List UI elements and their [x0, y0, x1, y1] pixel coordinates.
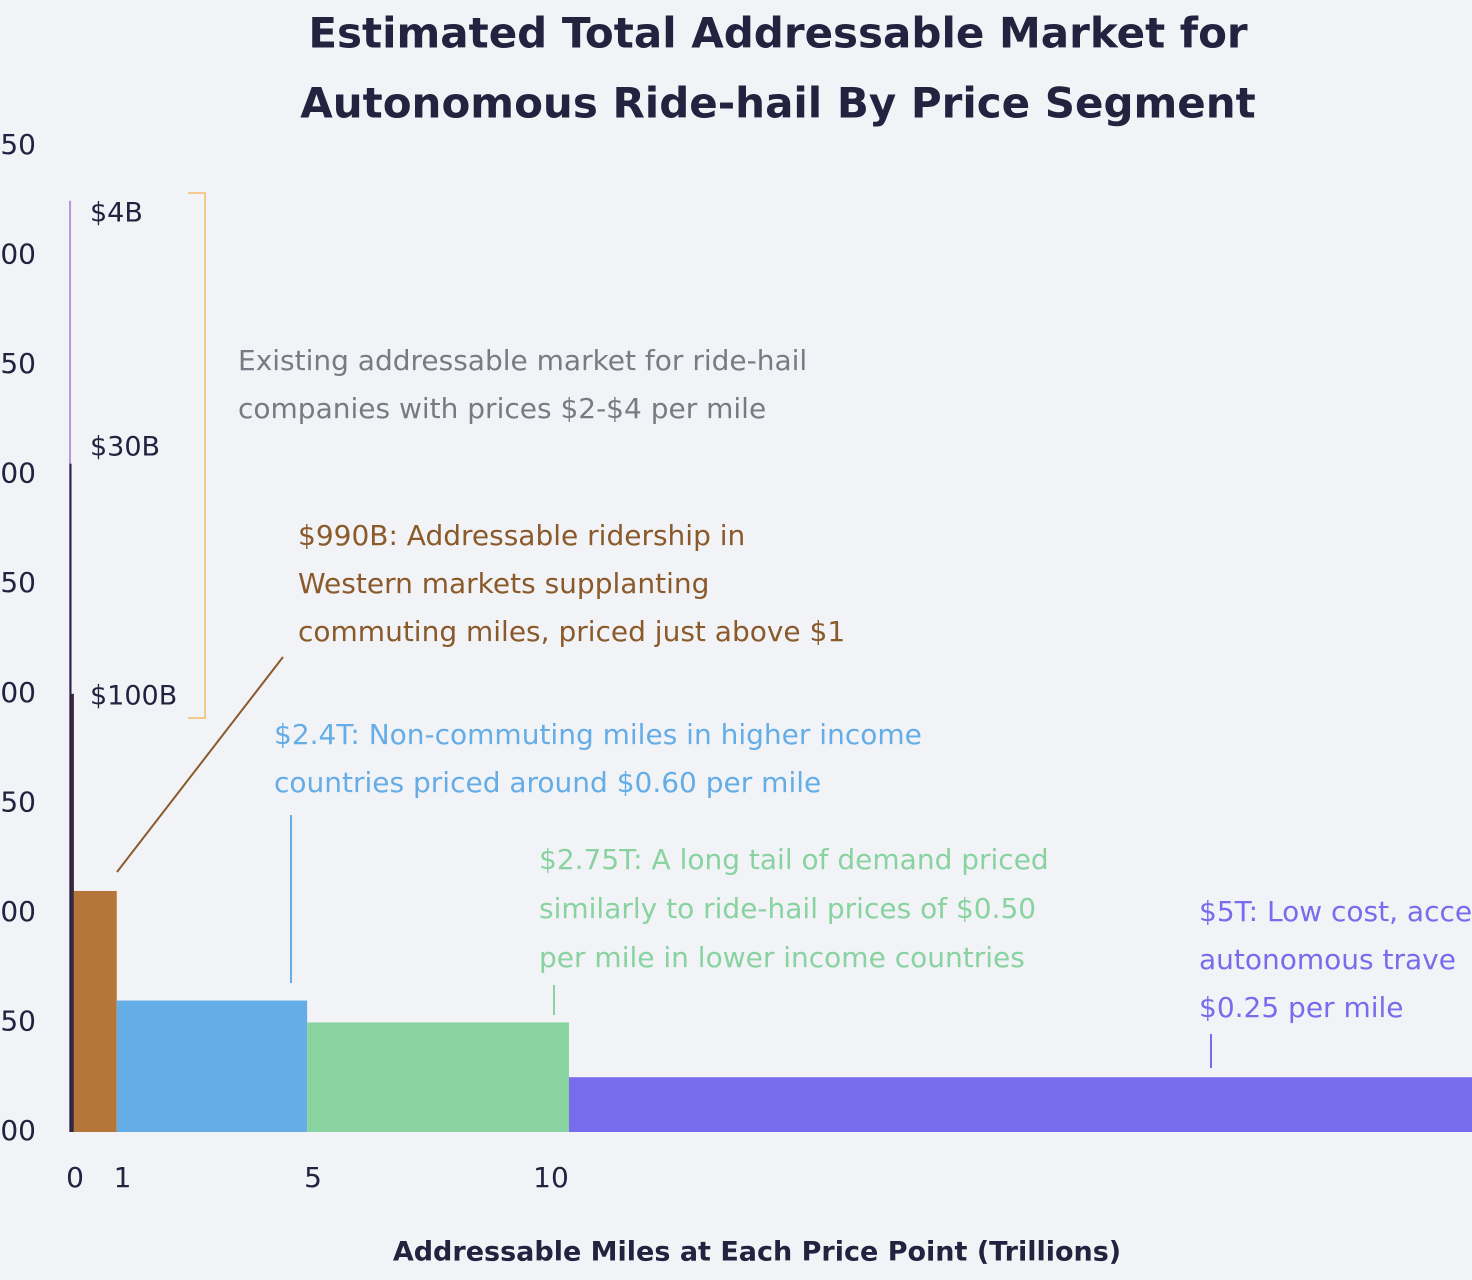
x-tick-label: 10	[533, 1161, 569, 1194]
y-tick-label: 00	[0, 676, 36, 709]
bar	[73, 890, 117, 1132]
x-tick-label: 0	[66, 1161, 84, 1194]
bar	[71, 693, 74, 1132]
annotation: $4B	[90, 198, 143, 229]
annotation: $0.25 per mile	[1199, 991, 1404, 1024]
y-tick-label: 50	[0, 785, 36, 818]
annotation: companies with prices $2-$4 per mile	[238, 392, 766, 425]
annotation: $990B: Addressable ridership in	[298, 519, 745, 552]
x-tick-label: 1	[114, 1161, 132, 1194]
annotation: $5T: Low cost, acce	[1199, 895, 1472, 928]
y-tick-label: 50	[0, 1004, 36, 1037]
bar	[568, 1077, 1472, 1132]
y-tick-label: 00	[0, 895, 36, 928]
y-tick-label: 50	[0, 128, 36, 161]
annotation: similarly to ride-hail prices of $0.50	[539, 892, 1036, 925]
chart-title: Autonomous Ride-hail By Price Segment	[300, 79, 1256, 128]
y-tick-label: 00	[0, 457, 36, 490]
y-tick-label: 50	[0, 347, 36, 380]
bar	[69, 463, 72, 1132]
annotation: autonomous trave	[1199, 943, 1456, 976]
x-tick-label: 5	[304, 1161, 322, 1194]
annotation: Existing addressable market for ride-hai…	[238, 344, 807, 377]
annotation: $30B	[90, 432, 160, 463]
chart-title: Estimated Total Addressable Market for	[308, 9, 1248, 58]
annotation: per mile in lower income countries	[539, 941, 1025, 974]
annotation: Western markets supplanting	[298, 567, 709, 600]
annotation: $100B	[90, 681, 177, 712]
y-tick-label: 50	[0, 566, 36, 599]
annotation: countries priced around $0.60 per mile	[274, 766, 821, 799]
annotation: commuting miles, priced just above $1	[298, 615, 845, 648]
annotation: $2.4T: Non-commuting miles in higher inc…	[274, 718, 922, 751]
bar	[307, 1022, 569, 1132]
leader-line	[116, 656, 284, 873]
bar	[116, 1000, 308, 1132]
bracket	[188, 192, 206, 719]
annotation: $2.75T: A long tail of demand priced	[539, 843, 1049, 876]
x-axis-label: Addressable Miles at Each Price Point (T…	[393, 1237, 1121, 1268]
y-tick-label: 00	[0, 1114, 36, 1147]
y-tick-label: 00	[0, 238, 36, 271]
